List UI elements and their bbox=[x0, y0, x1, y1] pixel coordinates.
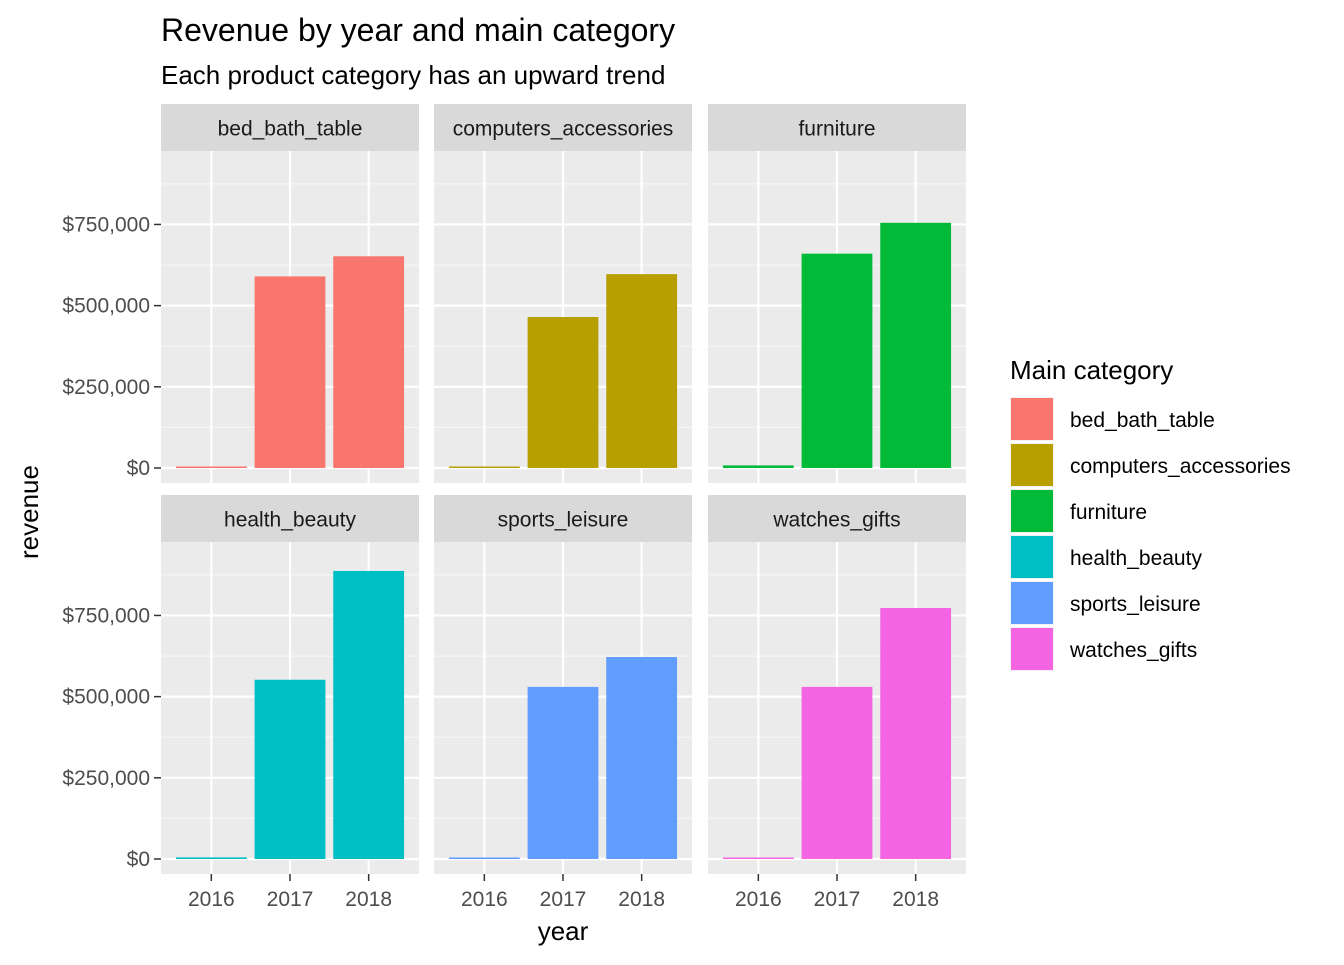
facet-panel-bed_bath_table: bed_bath_table $0 $250,000 $500,000 $750,000 bbox=[62, 104, 419, 483]
bar-furniture-2017 bbox=[801, 253, 873, 468]
facet-strip bbox=[434, 104, 692, 151]
legend-key-swatch bbox=[1011, 536, 1053, 578]
chart-title: Revenue by year and main category bbox=[161, 12, 675, 48]
y-tick-label: $750,000 bbox=[62, 213, 150, 236]
bar-furniture-2016 bbox=[722, 465, 794, 468]
legend-item-label: bed_bath_table bbox=[1070, 409, 1215, 432]
bar-bed_bath_table-2016 bbox=[175, 466, 247, 468]
facet-panel-health_beauty: health_beauty $0 $250,000 $500,000 $750,000 2… bbox=[62, 495, 419, 911]
bar-computers_accessories-2016 bbox=[448, 466, 520, 468]
facet-panel-watches_gifts: watches_gifts 2016 2017 2018 bbox=[708, 495, 966, 911]
y-tick-label: $500,000 bbox=[62, 295, 150, 318]
x-axis-title: year bbox=[538, 916, 589, 946]
x-tick-label: 2016 bbox=[461, 888, 508, 911]
facet-strip-label: watches_gifts bbox=[772, 509, 900, 532]
legend-key-swatch bbox=[1011, 628, 1053, 670]
facet-strip bbox=[434, 495, 692, 542]
legend-item-sports_leisure: sports_leisure bbox=[1010, 581, 1201, 625]
y-tick-label: $250,000 bbox=[62, 767, 150, 790]
legend-key-swatch bbox=[1011, 444, 1053, 486]
y-axis-title: revenue bbox=[14, 465, 44, 559]
legend-item-label: sports_leisure bbox=[1070, 593, 1201, 616]
facet-strip bbox=[161, 495, 419, 542]
bar-computers_accessories-2017 bbox=[527, 317, 599, 468]
x-tick-label: 2018 bbox=[618, 888, 665, 911]
x-tick-label: 2017 bbox=[814, 888, 861, 911]
bar-bed_bath_table-2017 bbox=[254, 276, 326, 468]
legend-key-swatch bbox=[1011, 582, 1053, 624]
facet-panel-sports_leisure: sports_leisure 2016 2017 2018 bbox=[434, 495, 692, 911]
bar-sports_leisure-2017 bbox=[527, 686, 599, 859]
legend-item-label: furniture bbox=[1070, 501, 1147, 524]
bar-sports_leisure-2016 bbox=[448, 857, 520, 859]
legend-item-health_beauty: health_beauty bbox=[1010, 535, 1202, 579]
x-tick-label: 2016 bbox=[188, 888, 235, 911]
legend-item-computers_accessories: computers_accessories bbox=[1010, 443, 1291, 487]
facet-strip-label: bed_bath_table bbox=[218, 118, 363, 141]
legend-key-swatch bbox=[1011, 398, 1053, 440]
chart-subtitle: Each product category has an upward tren… bbox=[161, 60, 665, 90]
y-tick-label: $250,000 bbox=[62, 376, 150, 399]
legend-item-furniture: furniture bbox=[1010, 489, 1147, 533]
bar-furniture-2018 bbox=[880, 222, 952, 468]
y-tick-label: $500,000 bbox=[62, 686, 150, 709]
x-tick-label: 2018 bbox=[345, 888, 392, 911]
facet-panels: bed_bath_table $0 $250,000 $500,000 $750,000… bbox=[62, 104, 966, 911]
x-tick-label: 2016 bbox=[735, 888, 782, 911]
bar-health_beauty-2017 bbox=[254, 679, 326, 859]
legend: Main category bed_bath_table computers_ac… bbox=[1010, 355, 1291, 671]
facet-strip-label: health_beauty bbox=[224, 509, 356, 532]
x-tick-label: 2017 bbox=[540, 888, 587, 911]
legend-key-swatch bbox=[1011, 490, 1053, 532]
bar-sports_leisure-2018 bbox=[606, 657, 678, 859]
legend-item-label: computers_accessories bbox=[1070, 455, 1291, 478]
y-tick-label: $0 bbox=[127, 848, 150, 871]
x-tick-label: 2018 bbox=[892, 888, 939, 911]
bar-watches_gifts-2016 bbox=[722, 857, 794, 859]
bar-watches_gifts-2017 bbox=[801, 686, 873, 859]
facet-strip bbox=[708, 104, 966, 151]
bar-watches_gifts-2018 bbox=[880, 607, 952, 859]
facet-strip-label: furniture bbox=[798, 118, 875, 141]
y-tick-label: $750,000 bbox=[62, 604, 150, 627]
facet-strip bbox=[708, 495, 966, 542]
legend-title: Main category bbox=[1010, 355, 1173, 385]
facet-panel-furniture: furniture bbox=[708, 104, 966, 483]
facet-strip-label: sports_leisure bbox=[498, 509, 629, 532]
legend-item-watches_gifts: watches_gifts bbox=[1010, 627, 1197, 671]
x-tick-label: 2017 bbox=[267, 888, 314, 911]
legend-item-label: watches_gifts bbox=[1069, 639, 1197, 662]
legend-item-bed_bath_table: bed_bath_table bbox=[1010, 397, 1215, 441]
facet-strip bbox=[161, 104, 419, 151]
legend-item-label: health_beauty bbox=[1070, 547, 1202, 570]
facet-strip-label: computers_accessories bbox=[453, 118, 674, 141]
bar-health_beauty-2016 bbox=[175, 857, 247, 859]
bar-bed_bath_table-2018 bbox=[333, 256, 405, 468]
bar-health_beauty-2018 bbox=[333, 570, 405, 859]
bar-computers_accessories-2018 bbox=[606, 274, 678, 468]
y-tick-label: $0 bbox=[127, 457, 150, 480]
facet-panel-computers_accessories: computers_accessories bbox=[434, 104, 692, 483]
